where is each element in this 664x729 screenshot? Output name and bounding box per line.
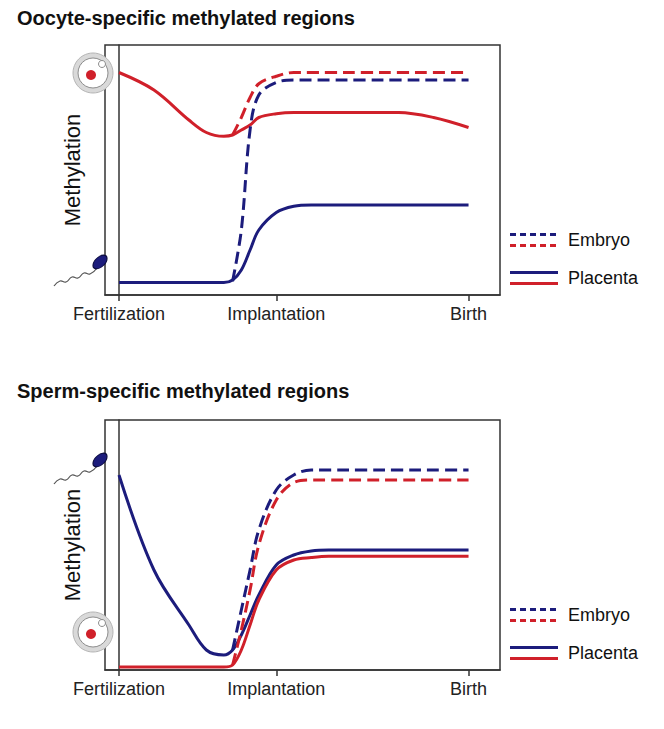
svg-text:Fertilization: Fertilization bbox=[73, 304, 165, 324]
svg-text:Implantation: Implantation bbox=[227, 304, 325, 324]
svg-text:Embryo: Embryo bbox=[568, 230, 630, 250]
svg-text:Embryo: Embryo bbox=[568, 605, 630, 625]
svg-text:Placenta: Placenta bbox=[568, 268, 639, 288]
svg-text:Sperm-specific methylated regi: Sperm-specific methylated regions bbox=[17, 380, 349, 402]
svg-text:Oocyte-specific methylated reg: Oocyte-specific methylated regions bbox=[17, 7, 355, 29]
svg-text:Methylation: Methylation bbox=[60, 489, 85, 602]
svg-text:Implantation: Implantation bbox=[227, 679, 325, 699]
svg-text:Methylation: Methylation bbox=[60, 114, 85, 227]
svg-text:Birth: Birth bbox=[450, 304, 487, 324]
svg-text:Placenta: Placenta bbox=[568, 643, 639, 663]
svg-text:Fertilization: Fertilization bbox=[73, 679, 165, 699]
svg-text:Birth: Birth bbox=[450, 679, 487, 699]
